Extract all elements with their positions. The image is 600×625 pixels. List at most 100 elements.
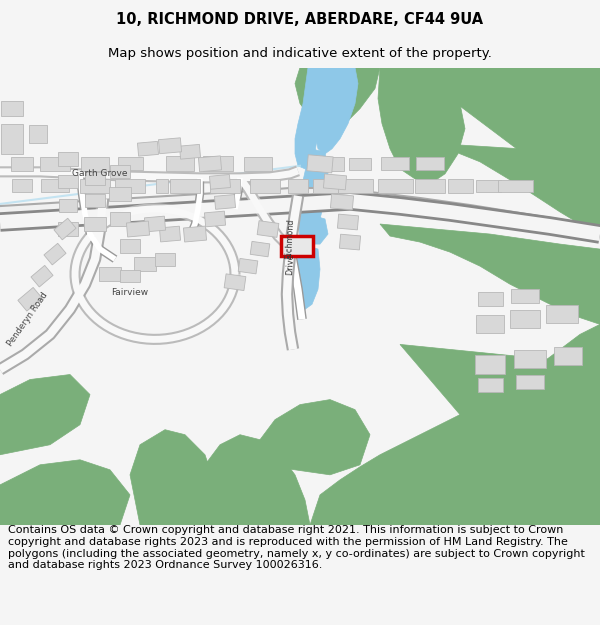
Polygon shape <box>130 430 220 525</box>
Polygon shape <box>546 305 578 323</box>
Polygon shape <box>315 68 358 154</box>
Polygon shape <box>380 224 600 324</box>
Polygon shape <box>205 211 226 227</box>
Text: Penderyn Road: Penderyn Road <box>6 291 50 348</box>
Polygon shape <box>158 138 182 154</box>
Polygon shape <box>370 68 600 184</box>
Polygon shape <box>179 144 200 159</box>
Polygon shape <box>109 187 131 201</box>
Polygon shape <box>85 194 105 208</box>
Polygon shape <box>340 234 361 250</box>
Polygon shape <box>377 179 413 193</box>
Polygon shape <box>294 244 320 309</box>
Polygon shape <box>80 179 110 193</box>
Polygon shape <box>224 274 246 291</box>
Polygon shape <box>58 152 78 166</box>
Polygon shape <box>12 179 32 192</box>
Polygon shape <box>331 194 353 210</box>
Polygon shape <box>381 158 409 171</box>
Polygon shape <box>440 144 600 234</box>
Polygon shape <box>554 348 582 366</box>
Polygon shape <box>120 239 140 253</box>
Polygon shape <box>134 257 156 271</box>
Polygon shape <box>54 218 76 240</box>
Polygon shape <box>41 179 69 192</box>
Text: Contains OS data © Crown copyright and database right 2021. This information is : Contains OS data © Crown copyright and d… <box>8 526 584 570</box>
Polygon shape <box>307 155 333 173</box>
Polygon shape <box>84 217 106 231</box>
Polygon shape <box>1 101 23 116</box>
Polygon shape <box>260 399 370 475</box>
Polygon shape <box>58 222 78 236</box>
Polygon shape <box>302 214 328 244</box>
Polygon shape <box>530 68 600 134</box>
Polygon shape <box>44 243 66 265</box>
Polygon shape <box>478 378 503 391</box>
Polygon shape <box>199 156 221 172</box>
Polygon shape <box>0 460 130 525</box>
Polygon shape <box>155 253 175 266</box>
Polygon shape <box>416 158 444 171</box>
Polygon shape <box>323 174 347 190</box>
Polygon shape <box>145 216 166 232</box>
Polygon shape <box>313 179 337 193</box>
Polygon shape <box>337 214 359 230</box>
Polygon shape <box>478 292 503 306</box>
Polygon shape <box>511 289 539 303</box>
Polygon shape <box>200 435 310 525</box>
Text: Fairview: Fairview <box>112 288 149 297</box>
Polygon shape <box>349 158 371 170</box>
Polygon shape <box>475 356 505 374</box>
Polygon shape <box>170 179 200 193</box>
Polygon shape <box>295 68 335 169</box>
Polygon shape <box>118 158 143 171</box>
Polygon shape <box>281 236 313 256</box>
Polygon shape <box>516 374 544 389</box>
Polygon shape <box>476 180 500 192</box>
Polygon shape <box>127 221 149 237</box>
Polygon shape <box>137 141 158 156</box>
Polygon shape <box>250 179 280 193</box>
Polygon shape <box>156 179 168 193</box>
Polygon shape <box>184 226 206 242</box>
Polygon shape <box>378 68 465 184</box>
Polygon shape <box>11 157 33 171</box>
Polygon shape <box>514 351 546 369</box>
Polygon shape <box>316 157 344 171</box>
Polygon shape <box>160 226 181 242</box>
Polygon shape <box>166 156 194 171</box>
Polygon shape <box>59 199 77 212</box>
Text: 10, RICHMOND DRIVE, ABERDARE, CF44 9UA: 10, RICHMOND DRIVE, ABERDARE, CF44 9UA <box>116 12 484 27</box>
Polygon shape <box>497 180 533 192</box>
Polygon shape <box>400 344 600 525</box>
Polygon shape <box>510 310 540 328</box>
Polygon shape <box>244 157 272 171</box>
Text: Drive: Drive <box>285 253 295 275</box>
Polygon shape <box>298 149 328 254</box>
Polygon shape <box>210 179 240 193</box>
Polygon shape <box>238 258 258 274</box>
Polygon shape <box>31 266 53 287</box>
Polygon shape <box>415 179 445 193</box>
Polygon shape <box>250 241 270 257</box>
Polygon shape <box>209 174 230 189</box>
Polygon shape <box>448 179 473 193</box>
Polygon shape <box>288 179 308 193</box>
Text: Richmond: Richmond <box>284 219 296 259</box>
Polygon shape <box>99 267 121 281</box>
Polygon shape <box>18 288 42 311</box>
Polygon shape <box>1 124 23 154</box>
Polygon shape <box>40 157 70 171</box>
Polygon shape <box>214 194 236 209</box>
Polygon shape <box>337 179 373 193</box>
Polygon shape <box>110 212 130 226</box>
Polygon shape <box>81 157 109 171</box>
Polygon shape <box>110 166 130 178</box>
Polygon shape <box>85 173 105 186</box>
Polygon shape <box>310 324 600 525</box>
Polygon shape <box>257 221 279 238</box>
Polygon shape <box>295 68 380 134</box>
Polygon shape <box>476 315 504 333</box>
Polygon shape <box>120 270 140 282</box>
Polygon shape <box>0 374 90 455</box>
